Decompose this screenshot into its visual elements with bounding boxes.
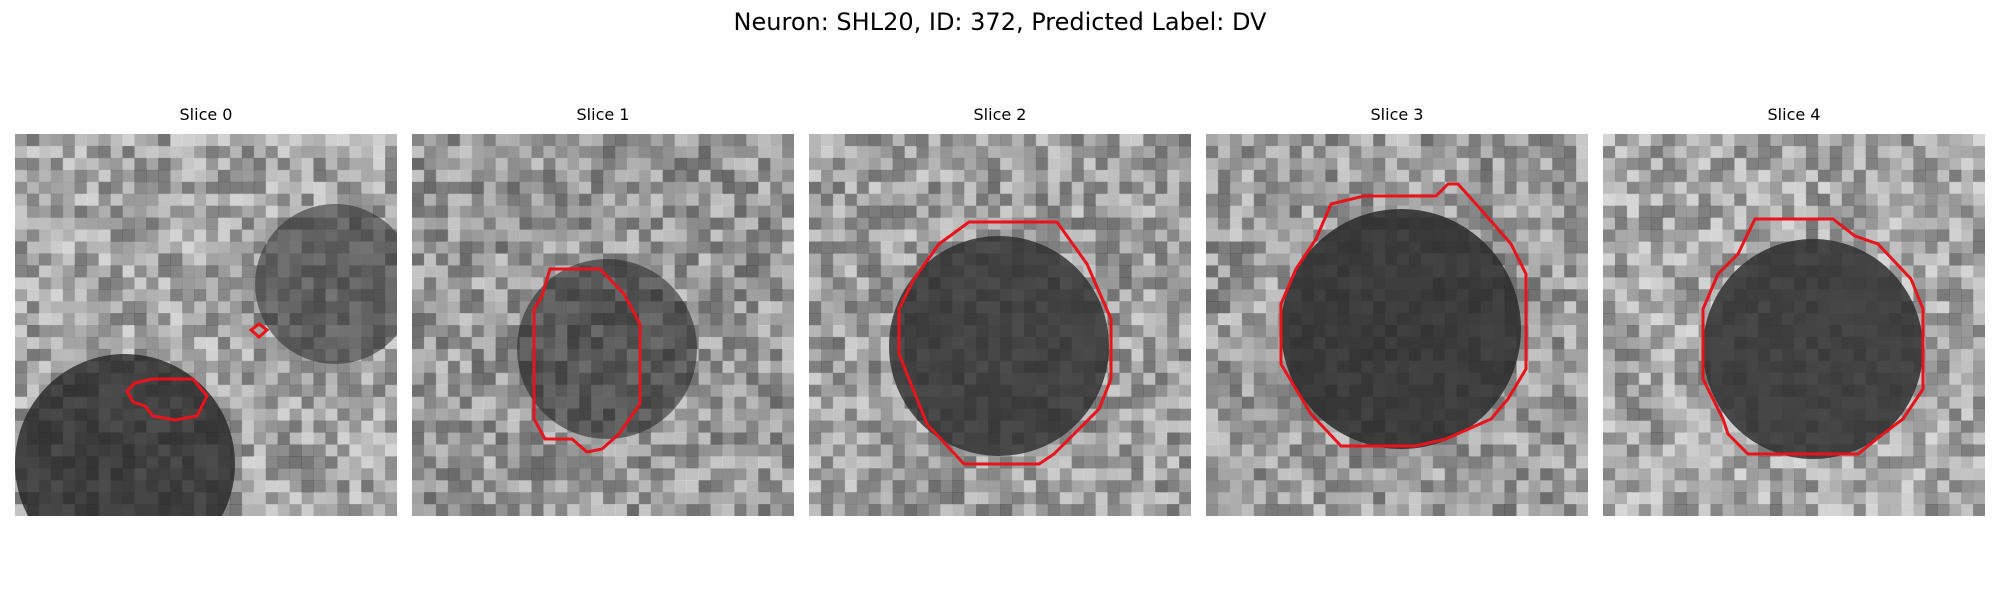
slice-image-1: [412, 134, 794, 516]
neuron-contour: [897, 220, 1113, 466]
slice-title: Slice 4: [1767, 105, 1821, 124]
neuron-contour: [532, 267, 642, 454]
neuron-contour: [125, 377, 209, 422]
slice-title: Slice 0: [179, 105, 233, 124]
figure-title: Neuron: SHL20, ID: 372, Predicted Label:…: [733, 8, 1267, 36]
slice-title: Slice 1: [576, 105, 630, 124]
slice-image-0: [15, 134, 397, 516]
slice-title: Slice 2: [973, 105, 1027, 124]
slice-image-3: [1206, 134, 1588, 516]
slice-image-2: [809, 134, 1191, 516]
neuron-contour: [1279, 182, 1528, 448]
slice-image-4: [1603, 134, 1985, 516]
neuron-contour: [1701, 217, 1925, 456]
slice-title: Slice 3: [1370, 105, 1424, 124]
